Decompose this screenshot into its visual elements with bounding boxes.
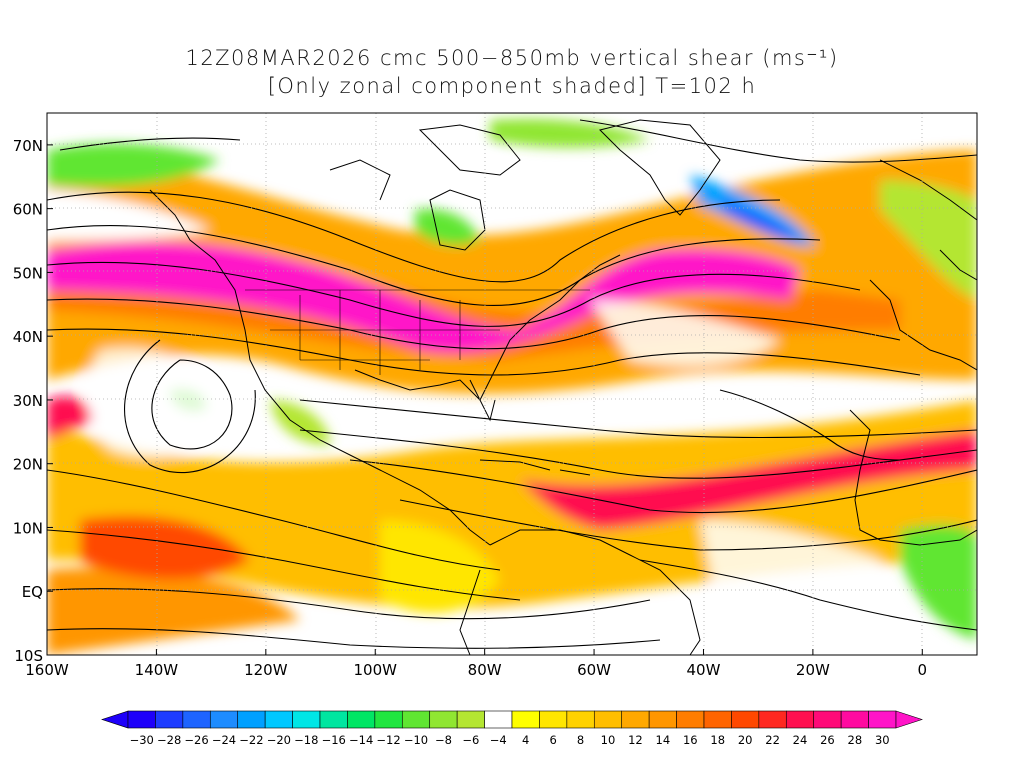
colorbar-label: −4 (490, 733, 507, 747)
lon-tick-label: 160W (25, 661, 69, 679)
colorbar-swatch (758, 710, 787, 729)
lat-tick-label: 30N (13, 392, 43, 410)
colorbar-swatch (621, 710, 650, 729)
colorbar-swatch (401, 710, 431, 729)
colorbar-swatch (868, 710, 897, 729)
shading-layer (47, 118, 977, 655)
lon-tick-label: 80W (468, 661, 502, 679)
colorbar-label: 20 (738, 733, 753, 747)
colorbar-left-arrow (101, 710, 129, 729)
lat-tick-label: 20N (13, 456, 43, 474)
colorbar-label: 18 (710, 733, 725, 747)
colorbar-label: 30 (875, 733, 890, 747)
colorbar-label: −30 (130, 733, 154, 747)
lat-tick-label: 10N (13, 519, 43, 537)
colorbar-label: −20 (267, 733, 291, 747)
map-title-line1: 12Z08MAR2026 cmc 500−850mb vertical shea… (185, 46, 839, 70)
colorbar-right-arrow (895, 710, 923, 729)
colorbar-label: −22 (239, 733, 263, 747)
colorbar-label: 12 (628, 733, 643, 747)
lat-tick-label: 50N (13, 264, 43, 282)
colorbar-label: −14 (349, 733, 373, 747)
colorbar-swatch (539, 710, 568, 729)
colorbar-label: −24 (212, 733, 236, 747)
lon-tick-label: 140W (135, 661, 179, 679)
colorbar-swatch (374, 710, 403, 729)
colorbar-label: −12 (376, 733, 400, 747)
colorbar-label: 22 (765, 733, 780, 747)
colorbar-label: 8 (577, 733, 584, 747)
colorbar-label: −18 (294, 733, 318, 747)
colorbar-label: −10 (404, 733, 428, 747)
colorbar-label: −26 (184, 733, 208, 747)
colorbar-swatch (429, 710, 458, 729)
colorbar-swatch (648, 710, 677, 729)
colorbar-label: −8 (435, 733, 452, 747)
colorbar-swatch (456, 710, 485, 729)
lon-axis: 160W 140W 120W 100W 80W 60W 40W 20W 0 (25, 649, 927, 679)
colorbar-swatch (237, 710, 266, 729)
colorbar-swatch (292, 710, 321, 729)
lat-axis: 70N 60N 50N 40N 30N 20N 10N EQ 10S (13, 137, 53, 665)
lat-tick-label: 60N (13, 201, 43, 219)
lat-tick-label: 10S (14, 647, 43, 665)
lon-tick-label: 100W (354, 661, 398, 679)
lat-tick-label: 70N (13, 137, 43, 155)
colorbar-swatch (264, 710, 293, 729)
gridlines (47, 113, 977, 655)
colorbar-swatch (209, 710, 239, 729)
map-frame (46, 112, 978, 656)
colorbar-swatch (676, 710, 705, 729)
colorbar-label: 26 (820, 733, 835, 747)
colorbar-label: 4 (522, 733, 529, 747)
lon-tick-label: 0 (918, 661, 928, 679)
colorbar-label: 24 (793, 733, 808, 747)
lon-tick-label: 120W (244, 661, 288, 679)
colorbar-swatch (347, 710, 376, 729)
colorbar-swatch (813, 710, 842, 729)
colorbar-label: 10 (601, 733, 616, 747)
colorbar-swatch (785, 710, 815, 729)
lon-tick-label: 60W (577, 661, 611, 679)
coastlines (149, 119, 977, 655)
lat-tick-label: EQ (22, 583, 43, 601)
colorbar-swatch (593, 710, 623, 729)
colorbar-swatch (182, 710, 211, 729)
political-boundaries (245, 289, 590, 375)
colorbar-label: 6 (549, 733, 556, 747)
colorbar-label: 14 (656, 733, 671, 747)
colorbar-label: 28 (848, 733, 863, 747)
colorbar-swatch (840, 710, 869, 729)
colorbar-swatch (566, 710, 595, 729)
map-title-line2: [Only zonal component shaded] T=102 h (267, 74, 757, 98)
colorbar-swatch (731, 710, 760, 729)
colorbar-swatch (511, 710, 540, 729)
colorbar-swatch (127, 710, 156, 729)
colorbar-label: −6 (462, 733, 479, 747)
colorbar-swatch (703, 710, 732, 729)
colorbar-label: −16 (322, 733, 346, 747)
colorbar-label: 16 (683, 733, 698, 747)
colorbar-swatch (484, 710, 513, 729)
colorbar-swatch (155, 710, 184, 729)
lon-tick-label: 20W (796, 661, 830, 679)
lat-tick-label: 40N (13, 328, 43, 346)
lon-tick-label: 40W (687, 661, 721, 679)
colorbar-swatch (319, 710, 348, 729)
colorbar-label: −28 (157, 733, 181, 747)
